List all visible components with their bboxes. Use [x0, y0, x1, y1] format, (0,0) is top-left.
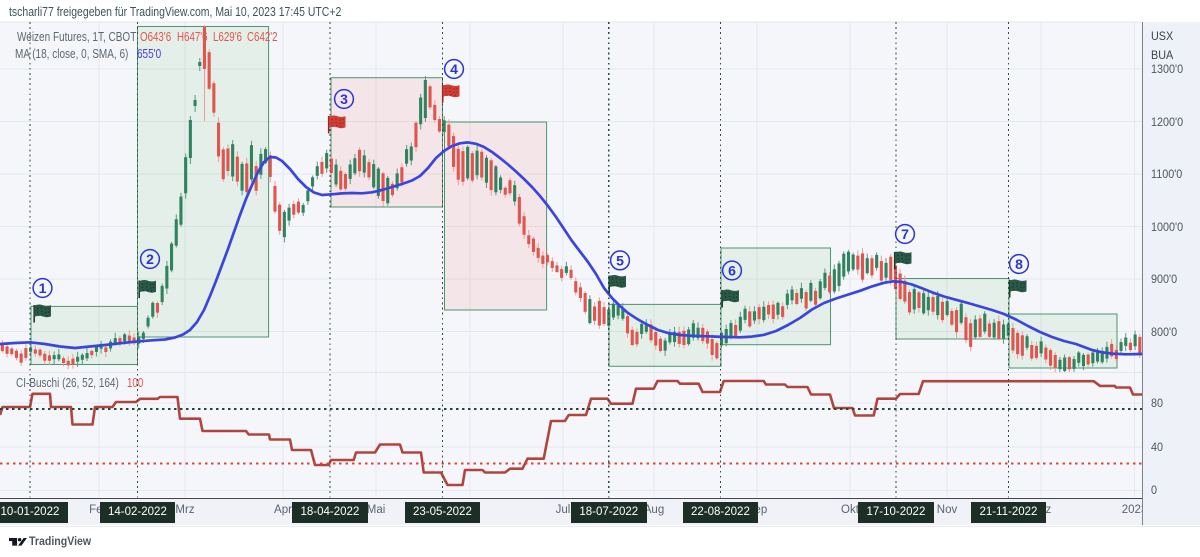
svg-text:8: 8 — [1015, 256, 1023, 272]
svg-text:2: 2 — [146, 251, 154, 267]
svg-text:4: 4 — [450, 61, 458, 77]
svg-text:1: 1 — [39, 280, 47, 296]
svg-text:7: 7 — [901, 226, 909, 242]
svg-text:3: 3 — [340, 91, 348, 107]
svg-text:6: 6 — [728, 263, 736, 279]
svg-text:5: 5 — [616, 252, 624, 268]
